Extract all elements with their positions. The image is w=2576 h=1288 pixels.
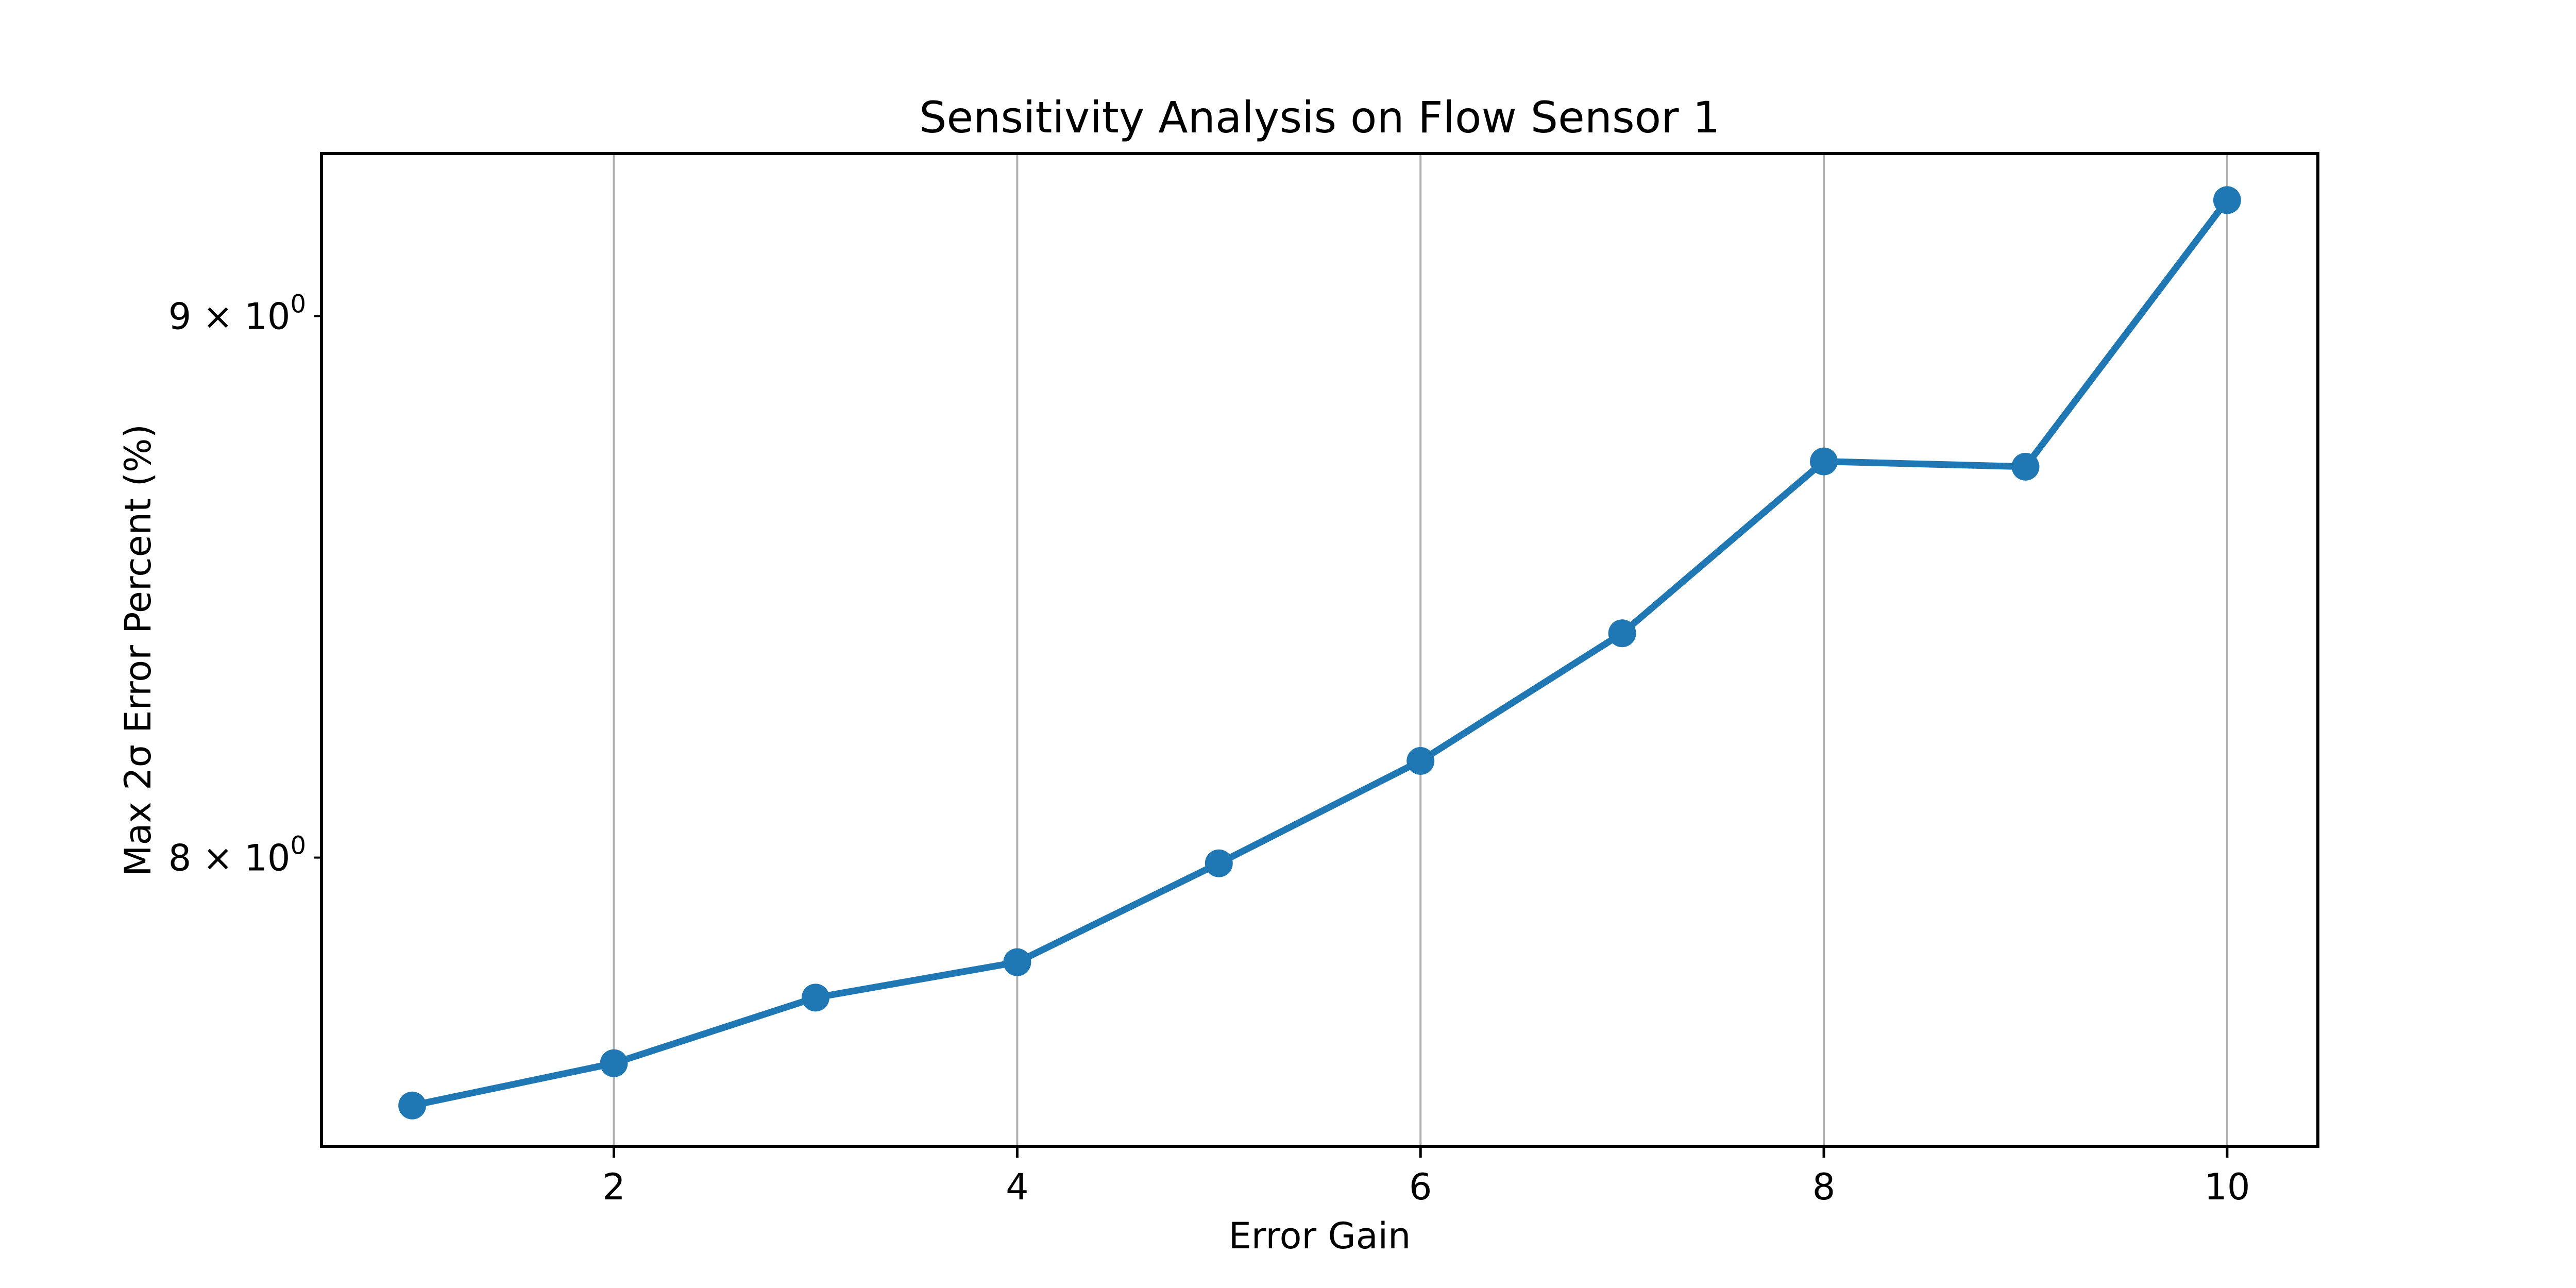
y-tick-label: 8 × 100 (168, 832, 306, 879)
x-tick-label: 10 (2204, 1166, 2250, 1208)
data-point (1205, 849, 1233, 877)
x-axis-label: Error Gain (1228, 1215, 1411, 1257)
data-point (2011, 452, 2040, 481)
data-point (2213, 186, 2241, 214)
x-tick-label: 4 (1006, 1166, 1029, 1208)
x-tick-label: 6 (1409, 1166, 1432, 1208)
x-tick-label: 2 (602, 1166, 625, 1208)
data-point (1003, 948, 1031, 976)
data-point (600, 1049, 628, 1077)
y-tick-label: 9 × 100 (168, 290, 306, 338)
data-point (398, 1091, 427, 1120)
data-point (1810, 447, 1838, 476)
chart-title: Sensitivity Analysis on Flow Sensor 1 (919, 92, 1720, 143)
y-axis-label: Max 2σ Error Percent (%) (117, 424, 159, 876)
data-line (409, 196, 2231, 1109)
data-point (1406, 747, 1435, 775)
axes-frame (320, 152, 2319, 1148)
data-point (1608, 619, 1636, 648)
x-tick-label: 8 (1812, 1166, 1836, 1208)
data-point (801, 984, 829, 1012)
